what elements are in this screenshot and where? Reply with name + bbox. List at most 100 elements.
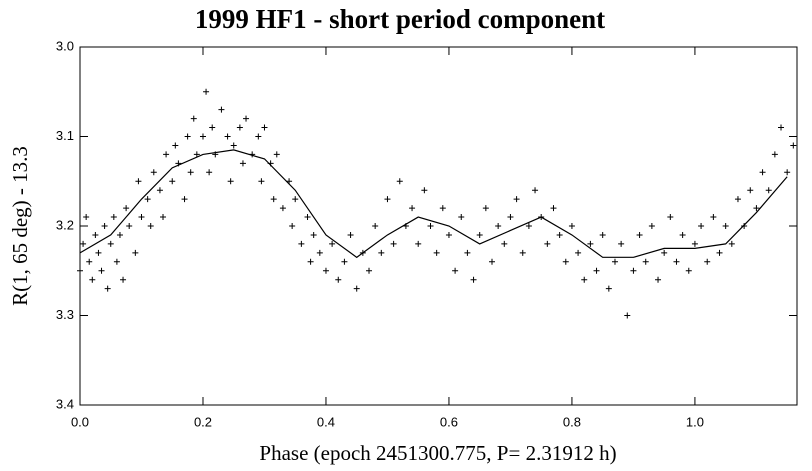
x-axis-label: Phase (epoch 2451300.775, P= 2.31912 h): [259, 441, 616, 465]
data-point: [289, 223, 296, 229]
data-point: [224, 133, 231, 140]
data-point: [433, 249, 440, 256]
data-point: [181, 196, 188, 203]
data-point: [722, 223, 729, 229]
data-point: [132, 249, 139, 256]
y-tick-label: 3.1: [56, 128, 74, 143]
data-point: [624, 312, 631, 319]
data-point: [77, 267, 83, 274]
data-point: [258, 178, 265, 185]
data-point: [230, 142, 237, 149]
data-point: [458, 214, 465, 221]
data-point: [279, 205, 286, 212]
data-point: [147, 223, 154, 229]
data-point: [661, 249, 668, 256]
data-point: [116, 231, 123, 238]
data-point: [599, 231, 606, 238]
data-point: [304, 214, 311, 221]
data-point: [550, 205, 557, 212]
data-point: [160, 214, 167, 221]
data-point: [98, 267, 105, 274]
data-point: [172, 142, 179, 149]
data-point: [587, 240, 594, 247]
data-point: [218, 106, 225, 113]
data-point: [95, 249, 102, 256]
data-point: [734, 196, 741, 203]
data-point: [203, 88, 210, 95]
data-point: [92, 231, 99, 238]
data-point: [243, 115, 250, 122]
data-point: [261, 124, 268, 131]
data-point: [187, 169, 194, 176]
chart-title: 1999 HF1 - short period component: [195, 4, 605, 34]
data-point: [156, 187, 163, 194]
data-point: [80, 240, 87, 247]
y-tick-label: 3.2: [56, 217, 74, 232]
data-point: [771, 151, 778, 158]
data-point: [501, 240, 508, 247]
data-point: [347, 231, 354, 238]
x-tick-label: 0.8: [563, 414, 581, 429]
data-point: [184, 133, 191, 140]
data-point: [110, 214, 117, 221]
data-point: [568, 223, 575, 229]
data-point: [316, 249, 323, 256]
data-point: [396, 178, 403, 185]
data-point: [138, 214, 145, 221]
data-point: [390, 240, 397, 247]
plot-frame: [79, 46, 798, 406]
data-point: [163, 151, 170, 158]
data-point: [335, 276, 342, 283]
data-point: [150, 169, 157, 176]
data-point: [89, 276, 96, 283]
data-point: [322, 267, 329, 274]
data-point: [464, 249, 471, 256]
data-point: [452, 267, 459, 274]
fit-curve: [79, 149, 788, 259]
data-point: [593, 267, 600, 274]
data-point: [310, 231, 317, 238]
data-point: [630, 267, 637, 274]
data-point: [691, 240, 698, 247]
data-point: [495, 223, 502, 229]
data-point: [193, 151, 200, 158]
data-point: [685, 267, 692, 274]
data-point: [144, 196, 151, 203]
data-point: [642, 258, 649, 265]
data-point: [611, 258, 618, 265]
data-point: [421, 187, 428, 194]
data-point: [384, 196, 391, 203]
data-point: [562, 258, 569, 265]
data-point: [655, 276, 662, 283]
data-point: [507, 214, 514, 221]
data-point: [126, 223, 133, 229]
data-point: [753, 205, 760, 212]
data-point: [307, 258, 314, 265]
data-point: [107, 240, 114, 247]
data-point: [190, 115, 197, 122]
data-point: [532, 187, 539, 194]
data-point: [255, 133, 262, 140]
data-point: [104, 285, 111, 292]
data-point: [544, 240, 551, 247]
data-point: [298, 240, 305, 247]
data-point: [292, 196, 299, 203]
data-point: [372, 223, 379, 229]
data-point: [206, 169, 213, 176]
data-point: [415, 240, 422, 247]
data-point: [353, 285, 360, 292]
data-point: [113, 258, 120, 265]
data-point: [716, 249, 723, 256]
data-point: [209, 124, 216, 131]
data-point: [273, 151, 280, 158]
data-point: [784, 169, 791, 176]
data-point: [698, 223, 705, 229]
x-tick-label: 0.0: [71, 414, 89, 429]
data-point: [778, 124, 785, 131]
data-point: [120, 276, 127, 283]
data-point: [556, 231, 563, 238]
data-point: [135, 178, 142, 185]
data-point: [618, 240, 625, 247]
x-tick-label: 0.6: [440, 414, 458, 429]
